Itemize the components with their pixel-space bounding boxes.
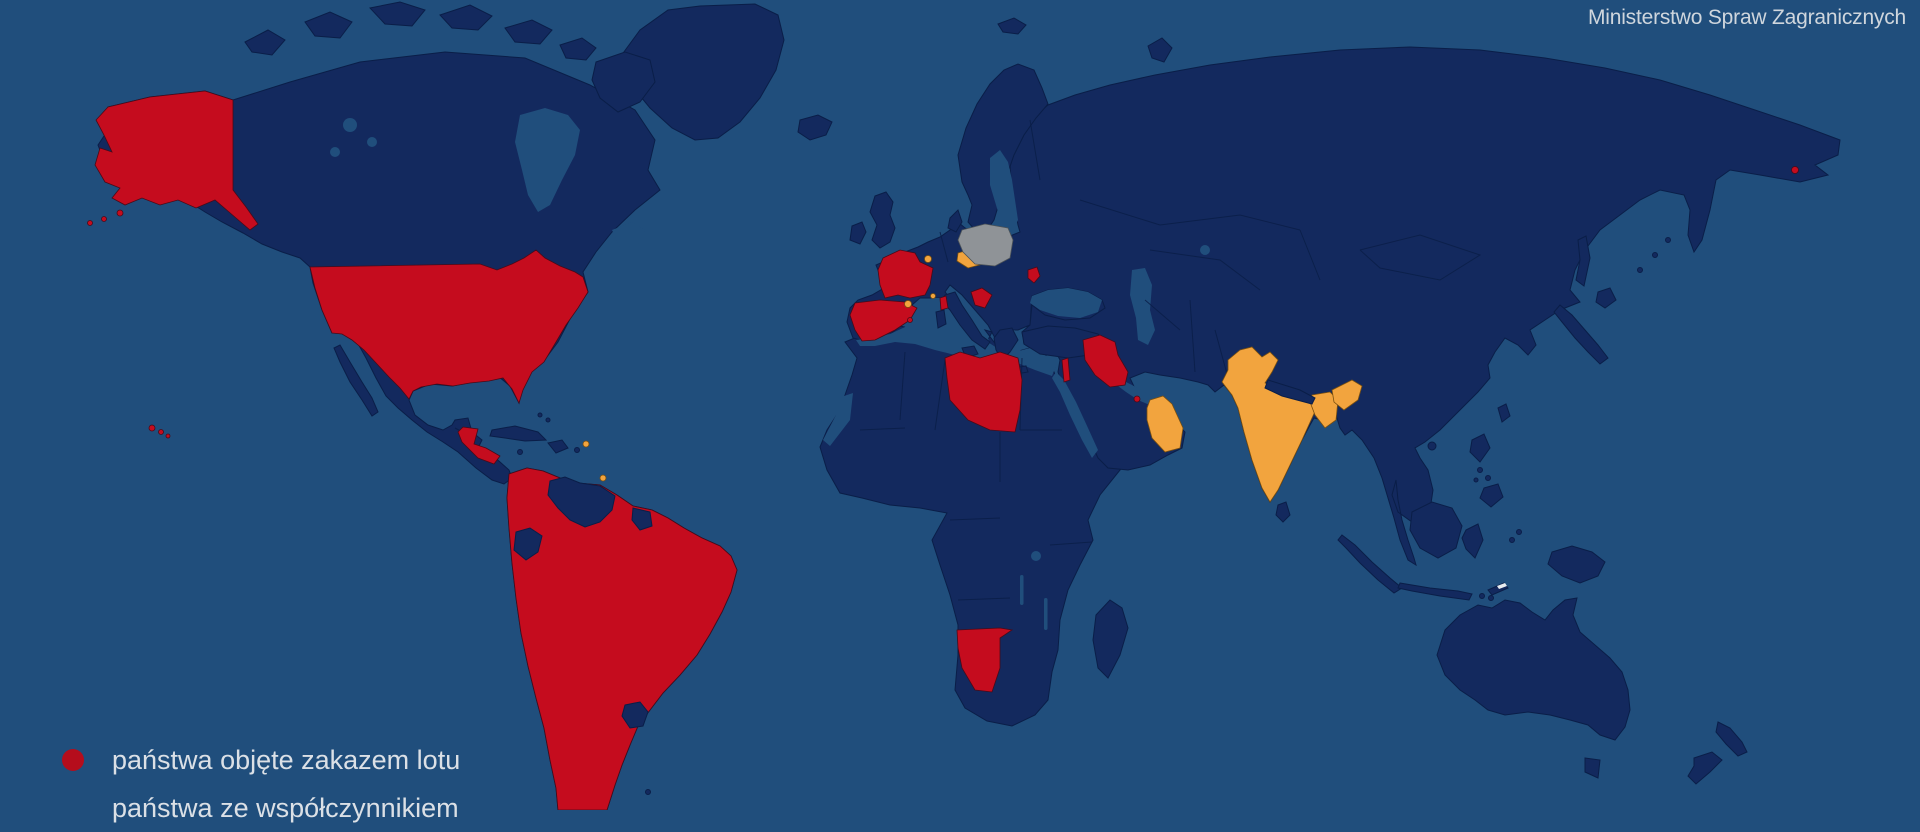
south-america-navy-countries: [513, 476, 653, 729]
country-israel: [1061, 357, 1071, 383]
country-ecuador: [513, 527, 543, 561]
country-usa-hawaii: [148, 424, 156, 432]
legend-label-coefficient: państwa ze współczynnikiem: [112, 792, 459, 823]
country-uruguay: [621, 701, 649, 729]
legend-label-flight-ban: państwa objęte zakazem lotu: [112, 744, 461, 775]
world-map-svg: [87, 1, 1841, 810]
country-india: [1221, 346, 1319, 503]
country-namibia: [956, 627, 1014, 693]
country-iraq: [1082, 334, 1129, 388]
region-south-america: [506, 467, 738, 810]
page-title: Ministerstwo Spraw Zagranicznych: [1587, 6, 1906, 29]
country-nepal: [1264, 379, 1316, 405]
country-luxembourg: [924, 255, 932, 263]
legend-item-flight-ban: państwa objęte zakazem lotu: [52, 736, 652, 784]
island-caribbean-1: [582, 440, 590, 448]
country-usa-alaska: [94, 90, 259, 231]
country-france: [877, 249, 934, 299]
caribbean-islands: [489, 412, 651, 795]
oceania: [1436, 597, 1748, 785]
legend: państwa objęte zakazem lotu państwa ze w…: [52, 736, 652, 832]
country-oman-uae: [1146, 395, 1184, 453]
world-map: [87, 1, 1841, 810]
east-asia-islands: [1427, 235, 1671, 508]
country-usa: [309, 249, 589, 405]
landmass-eurasia: [846, 46, 1841, 567]
islands-atlantic-europe: [797, 17, 1173, 249]
country-moldova: [1027, 266, 1041, 284]
country-spain: [849, 299, 918, 342]
country-east-timor: [1497, 583, 1507, 589]
country-bosnia: [970, 287, 993, 309]
country-suriname: [631, 507, 653, 531]
country-qatar: [1133, 395, 1141, 403]
islands-balearic: [907, 317, 913, 323]
island-st-lawrence: [1791, 166, 1799, 174]
country-sri-lanka: [1275, 501, 1291, 523]
legend-item-coefficient: państwa ze współczynnikiem: [52, 784, 652, 832]
landmass-greenland-arctic: [244, 1, 785, 141]
country-venezuela: [547, 476, 616, 528]
country-andorra: [904, 300, 912, 308]
country-libya: [944, 351, 1023, 433]
legend-red-dot-icon: [62, 749, 84, 771]
country-poland: [957, 223, 1014, 267]
region-central-america: [457, 426, 501, 465]
landmass-africa: [819, 325, 1141, 727]
indonesia-islands: [1337, 501, 1606, 601]
country-monaco: [930, 293, 936, 299]
south-asia-navy: [1264, 379, 1316, 523]
region-ne-india: [1331, 379, 1363, 411]
island-corsica: [939, 295, 949, 311]
island-caribbean-2: [599, 474, 607, 482]
countries-flight-ban: [87, 90, 1799, 810]
